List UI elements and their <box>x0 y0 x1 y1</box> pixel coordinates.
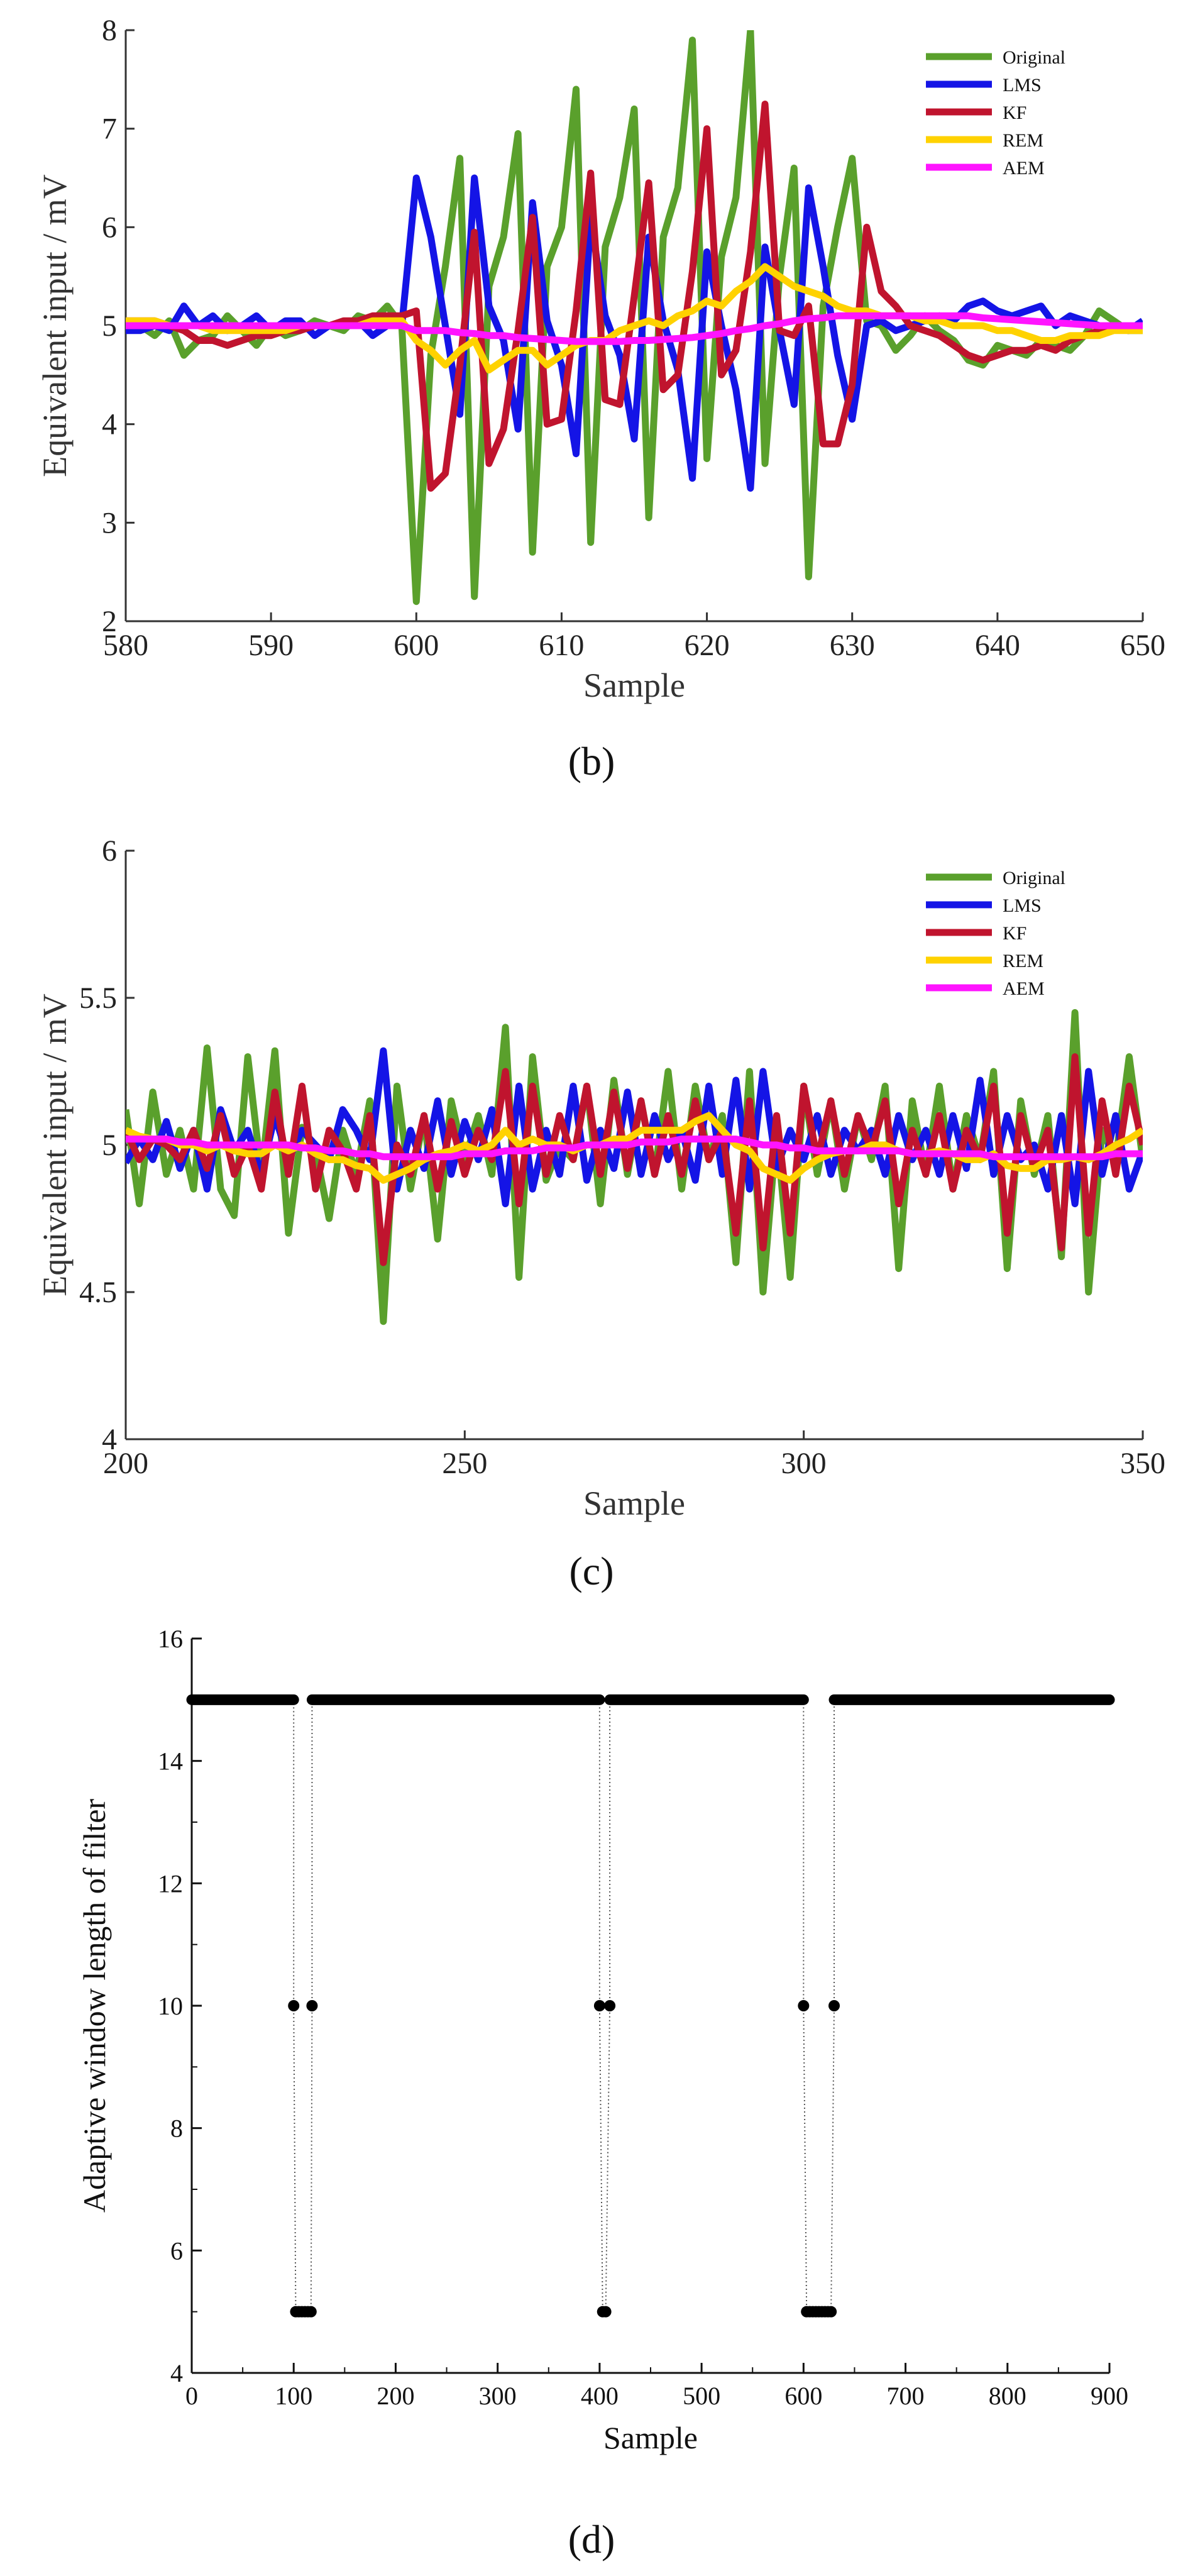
x-tick-label: 630 <box>830 629 875 662</box>
window-point <box>306 2000 318 2011</box>
panel-c: 200 250 300 350 4 4.5 5 5.5 6 Sample Equivalent in… <box>36 834 1165 1522</box>
y-tick-label: 4 <box>170 2359 183 2387</box>
x-tick-label: 200 <box>377 2382 414 2410</box>
x-tick-label: 0 <box>185 2382 198 2410</box>
y-tick-label: 12 <box>158 1869 183 1898</box>
caption-b: (b) <box>568 739 615 783</box>
x-tick-label: 350 <box>1120 1447 1165 1480</box>
legend-label-kf: KF <box>1003 923 1026 944</box>
x-tick-label: 600 <box>393 629 439 662</box>
y-axis-title: Equivalent input / mV <box>36 174 74 477</box>
x-tick-label: 700 <box>887 2382 925 2410</box>
legend-label-kf: KF <box>1003 102 1026 123</box>
x-tick-label: 300 <box>479 2382 517 2410</box>
legend-label-lms: LMS <box>1003 895 1042 916</box>
x-tick-label: 640 <box>975 629 1020 662</box>
x-tick-label: 800 <box>989 2382 1026 2410</box>
window-point <box>600 2306 612 2318</box>
x-tick-label: 300 <box>781 1447 827 1480</box>
legend-label-aem: AEM <box>1003 978 1045 999</box>
window-point <box>825 2306 837 2318</box>
x-tick-label: 650 <box>1120 629 1165 662</box>
legend-label-aem: AEM <box>1003 158 1045 179</box>
y-axis-title: Adaptive window length of filter <box>77 1799 112 2213</box>
y-tick-label: 6 <box>170 2236 183 2265</box>
panel-d: 0 100 200 300 400 500 600 700 800 900 4 6 8 10 12 14 16 S… <box>77 1625 1128 2455</box>
y-tick-label: 2 <box>102 605 117 638</box>
y-tick-label: 5 <box>102 1129 117 1162</box>
y-axis-title: Equivalent input / mV <box>36 993 74 1296</box>
x-axis-title: Sample <box>583 666 685 704</box>
x-tick-label: 400 <box>581 2382 619 2410</box>
caption-c: (c) <box>569 1549 614 1593</box>
x-axis-title: Sample <box>603 2420 698 2455</box>
window-point <box>828 2000 840 2011</box>
series-line-lms <box>126 174 1143 492</box>
legend-label-rem: REM <box>1003 951 1043 971</box>
x-tick-label: 580 <box>103 629 148 662</box>
y-tick-label: 4 <box>102 408 117 441</box>
y-tick-label: 6 <box>102 834 117 868</box>
x-tick-label: 610 <box>539 629 584 662</box>
y-tick-label: 8 <box>170 2114 183 2143</box>
y-tick-label: 5 <box>102 309 117 343</box>
window-point <box>798 2000 810 2011</box>
x-tick-label: 620 <box>685 629 730 662</box>
x-tick-label: 100 <box>275 2382 312 2410</box>
y-tick-label: 16 <box>158 1625 183 1653</box>
x-tick-label: 200 <box>103 1447 148 1480</box>
window-point <box>604 2000 616 2011</box>
legend-label-original: Original <box>1003 47 1065 68</box>
series-line-aem <box>126 1136 1143 1161</box>
x-tick-label: 590 <box>248 629 294 662</box>
y-tick-label: 3 <box>102 506 117 539</box>
legend-label-lms: LMS <box>1003 75 1042 96</box>
y-tick-label: 7 <box>102 113 117 146</box>
x-tick-label: 600 <box>784 2382 822 2410</box>
y-tick-label: 14 <box>158 1747 183 1776</box>
x-tick-label: 900 <box>1091 2382 1128 2410</box>
legend-label-original: Original <box>1003 868 1065 888</box>
series-line-aem <box>126 312 1143 345</box>
x-tick-label: 250 <box>442 1447 487 1480</box>
x-tick-label: 500 <box>683 2382 720 2410</box>
x-axis-title: Sample <box>583 1484 685 1522</box>
y-tick-label: 8 <box>102 14 117 47</box>
window-point <box>305 2306 317 2318</box>
y-tick-label: 10 <box>158 1992 183 2020</box>
y-tick-label: 5.5 <box>79 981 117 1015</box>
y-tick-label: 4 <box>102 1423 117 1456</box>
y-tick-label: 6 <box>102 211 117 244</box>
legend-label-rem: REM <box>1003 130 1043 151</box>
window-point <box>593 2000 605 2011</box>
y-tick-label: 4.5 <box>79 1276 117 1309</box>
panel-b: 580 590 600 610 620 630 640 650 2 3 4 5 6 7 8 Sample Equ… <box>36 14 1165 704</box>
window-point <box>288 2000 300 2011</box>
caption-d: (d) <box>568 2517 615 2562</box>
